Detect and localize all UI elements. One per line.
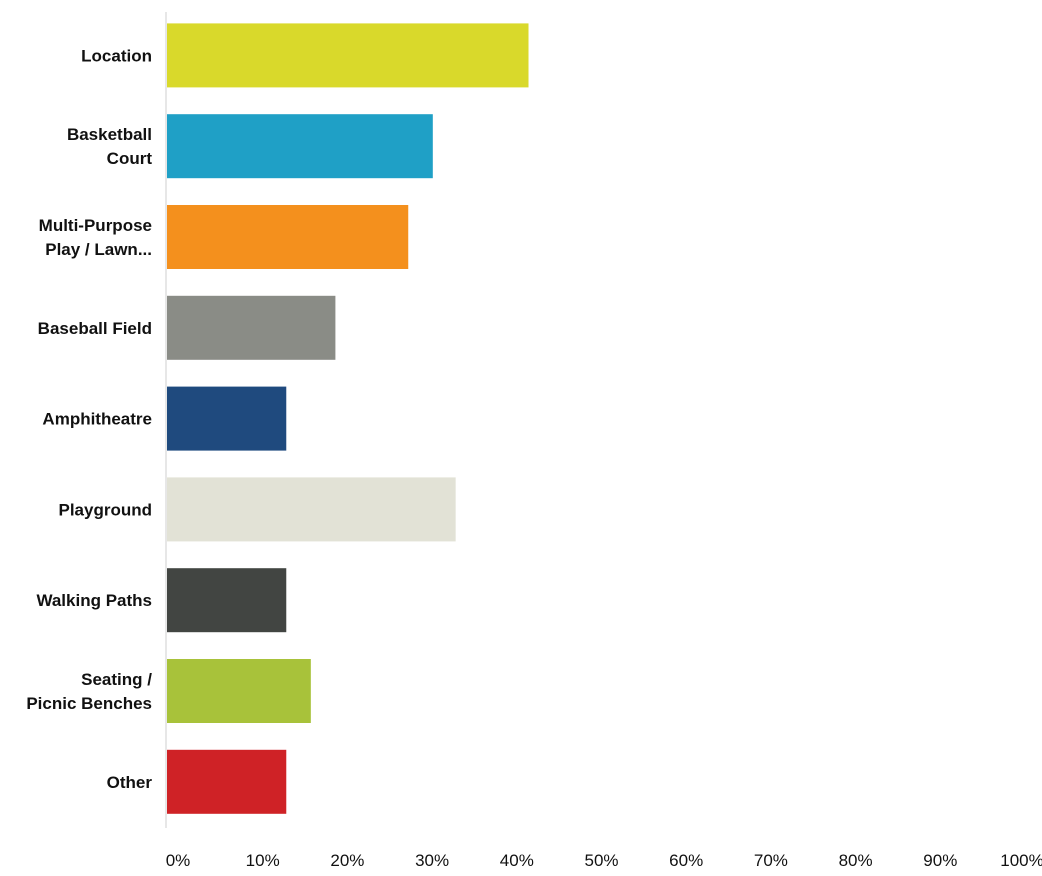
category-label: Basketball Court (67, 125, 152, 168)
category-label: Other (107, 773, 153, 792)
category-label-line: Baseball Field (38, 319, 152, 338)
x-tick-label: 20% (330, 851, 364, 870)
bar-baseball-field (167, 295, 336, 360)
category-label-line: Location (81, 46, 152, 65)
category-label-line: Playground (58, 500, 152, 519)
category-label-line: Multi-Purpose (39, 216, 152, 235)
category-label-line: Court (107, 149, 153, 168)
x-tick-label: 80% (839, 851, 873, 870)
category-label: Location (81, 46, 152, 65)
bar-playground (167, 477, 456, 542)
x-tick-label: 0% (166, 851, 191, 870)
bar-amphitheatre (167, 386, 287, 451)
category-label-line: Play / Lawn... (45, 240, 152, 259)
bar-multi-purpose-play-lawn (167, 205, 409, 269)
bar-other (167, 749, 287, 814)
bars-layer (167, 23, 529, 814)
category-label-line: Amphitheatre (42, 410, 152, 429)
category-label-line: Other (107, 773, 153, 792)
category-label: Baseball Field (38, 319, 152, 338)
x-tick-label: 30% (415, 851, 449, 870)
bar-basketball-court (167, 114, 433, 179)
category-labels: Location Basketball Court Multi-Purpose Play… (26, 46, 152, 791)
x-tick-label: 10% (246, 851, 280, 870)
x-tick-label: 70% (754, 851, 788, 870)
bar-walking-paths (167, 568, 287, 633)
category-label-line: Picnic Benches (26, 694, 152, 713)
category-label-line: Seating / (81, 670, 152, 689)
x-tick-label: 100% (1000, 851, 1042, 870)
x-tick-label: 90% (923, 851, 957, 870)
x-tick-label: 60% (669, 851, 703, 870)
category-label-line: Walking Paths (36, 591, 152, 610)
category-label-line: Basketball (67, 125, 152, 144)
category-label: Playground (58, 500, 152, 519)
category-label: Seating / Picnic Benches (26, 670, 152, 713)
category-label: Multi-Purpose Play / Lawn... (39, 216, 152, 259)
x-tick-label: 50% (584, 851, 618, 870)
bar-location (167, 23, 529, 88)
x-tick-label: 40% (500, 851, 534, 870)
x-tick-labels: 0% 10% 20% 30% 40% 50% 60% 70% 80% 90% 100% (166, 851, 1042, 870)
category-label: Amphitheatre (42, 410, 152, 429)
bar-seating-picnic-benches (167, 659, 311, 723)
category-label: Walking Paths (36, 591, 152, 610)
